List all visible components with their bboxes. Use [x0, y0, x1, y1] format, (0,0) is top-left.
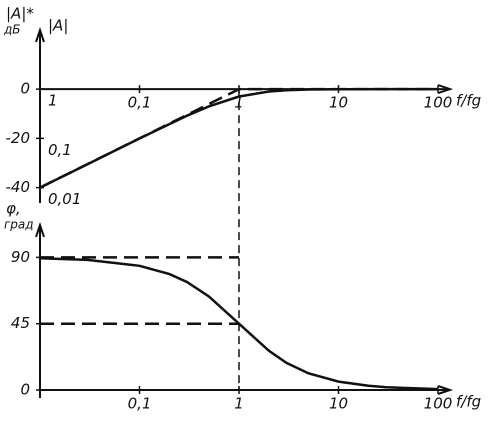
y-tick-label: -40 [6, 178, 31, 196]
x-tick-label: 100 [424, 94, 453, 112]
y-tick-label: 90 [11, 248, 30, 266]
x-tick-label: 1 [234, 395, 244, 413]
y-axis-label: φ, [6, 200, 21, 218]
x-tick-label: 0,1 [128, 395, 152, 413]
y-axis-unit: дБ [3, 23, 21, 37]
y2-axis-label: |A| [48, 17, 68, 35]
series-line [39, 257, 439, 391]
x-axis-arrow [437, 385, 454, 395]
x-tick-label: 0,1 [128, 94, 152, 112]
y2-tick-label: 0,1 [48, 141, 72, 159]
y-tick-label: 0 [20, 80, 30, 98]
series-line [39, 87, 438, 189]
y-axis-arrow [35, 221, 45, 238]
x-axis-arrow [437, 84, 454, 95]
y-tick-label: -20 [6, 129, 31, 147]
x-tick-label: 10 [329, 395, 348, 413]
x-tick-label: 100 [424, 395, 453, 413]
series-line [39, 87, 438, 189]
y2-tick-label: 0,01 [48, 190, 81, 208]
x-tick-label: 10 [329, 94, 348, 112]
y-tick-label: 0 [20, 381, 30, 399]
y-tick-label: 45 [11, 314, 30, 332]
y2-tick-label: 1 [48, 92, 58, 110]
y-axis-label: |A|* [6, 5, 34, 23]
x-axis-label: f/fg [456, 92, 481, 110]
y-axis-unit: град [4, 218, 34, 232]
x-axis-label: f/fg [456, 393, 481, 411]
y-axis-arrow [35, 26, 45, 43]
